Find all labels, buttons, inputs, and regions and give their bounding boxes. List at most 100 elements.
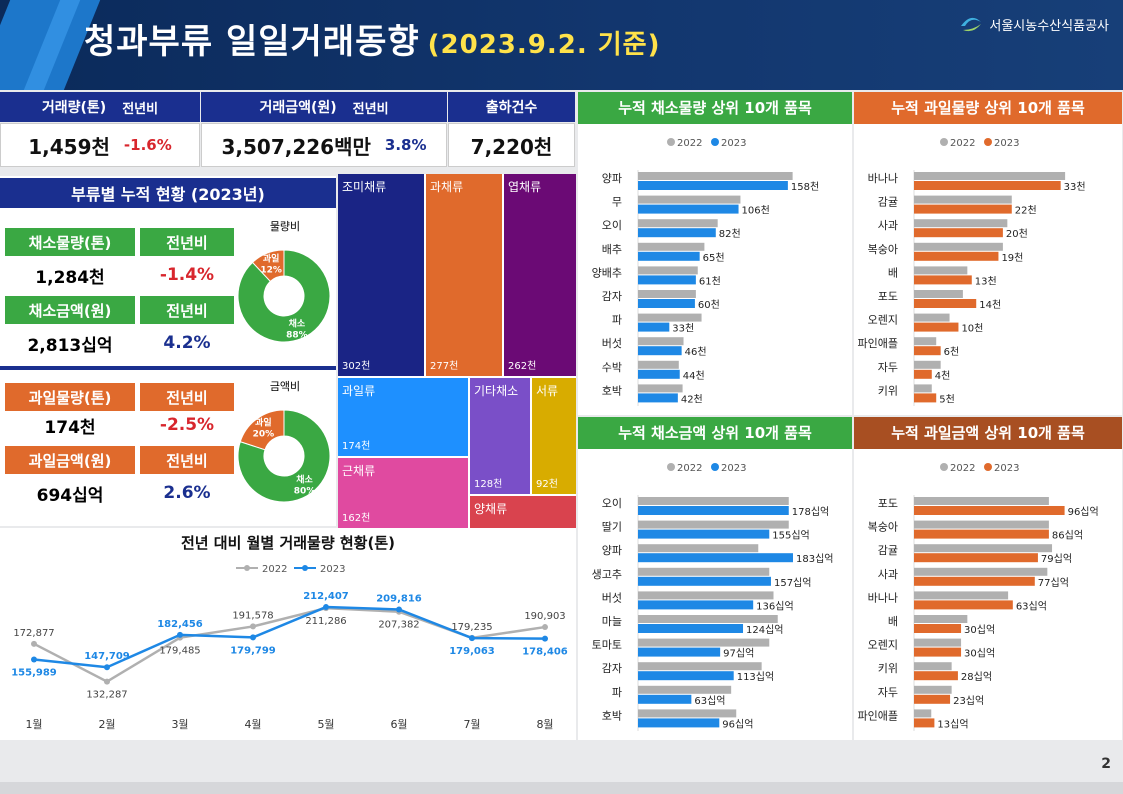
category-label: 딸기 <box>602 521 622 534</box>
bar-2022 <box>914 384 932 393</box>
bar-value-label: 65천 <box>703 252 725 264</box>
treemap-cell-value: 162천 <box>342 513 371 524</box>
legend-marker <box>711 138 719 146</box>
bar-2023 <box>914 204 1012 214</box>
bar-value-label: 96십억 <box>722 718 753 730</box>
category-title: 부류별 누적 현황 (2023년) <box>0 178 336 208</box>
bar-value-label: 28십억 <box>961 671 992 683</box>
bar-value-label: 86십억 <box>1052 530 1083 542</box>
bar-value-label: 63십억 <box>694 695 725 707</box>
treemap-cell-value: 128천 <box>474 479 503 490</box>
bar-2023 <box>638 647 721 657</box>
bar-2023 <box>914 671 958 681</box>
bar-2023 <box>914 275 972 285</box>
category-label: 키위 <box>878 384 898 397</box>
fruit-amount-label: 과일금액(원) <box>5 446 135 474</box>
donut-slice-채소 <box>237 249 331 343</box>
shipments-label: 출하건수 <box>485 100 538 116</box>
data-label-2023: 147,709 <box>84 651 130 662</box>
org-logo: 서울시농수산식품공사 <box>959 14 1109 34</box>
legend-label: 2022 <box>950 463 975 474</box>
bar-value-label: 4천 <box>935 370 951 382</box>
category-divider <box>0 366 336 370</box>
bar-2022 <box>914 638 962 647</box>
category-label: 수박 <box>602 361 622 374</box>
x-tick-label: 1월 <box>25 718 42 731</box>
bar-chart-title: 누적 채소물량 상위 10개 품목 <box>618 99 812 117</box>
data-label-2022: 132,287 <box>86 690 127 701</box>
legend-marker <box>940 463 948 471</box>
fruit-volume-label: 과일물량(톤) <box>5 383 135 411</box>
bar-value-label: 136십억 <box>756 600 794 612</box>
category-label: 배 <box>888 615 898 628</box>
category-label: 파인애플 <box>858 709 898 722</box>
treemap-cell-value: 92천 <box>536 479 558 490</box>
bar-2023 <box>638 251 700 261</box>
amount-ratio-donut: 과일 20% 채소 80% <box>237 409 331 503</box>
bar-value-label: 5천 <box>939 393 955 405</box>
bar-2022 <box>914 290 963 298</box>
legend-label: 2022 <box>677 463 702 474</box>
category-label: 오이 <box>602 497 622 510</box>
legend-marker <box>940 138 948 146</box>
treemap-cell-label: 양채류 <box>474 502 508 516</box>
bar-value-label: 178십억 <box>792 506 830 518</box>
x-tick-label: 7월 <box>463 718 480 731</box>
chart-title-bar <box>854 92 1122 124</box>
data-label-2023: 212,407 <box>303 591 349 602</box>
bar-value-label: 113십억 <box>737 671 775 683</box>
amount-value: 3,507,226백만 <box>221 134 371 159</box>
page-title-text: 청과부류 일일거래동향 <box>84 22 420 62</box>
amount-yoy: 3.8% <box>384 136 427 154</box>
data-label-2022: 179,485 <box>159 646 200 657</box>
data-point-2023 <box>250 634 256 641</box>
bar-2022 <box>638 709 737 718</box>
volume-value: 1,459천 <box>28 134 110 159</box>
legend-marker <box>711 463 719 471</box>
legend-label: 2022 <box>677 138 702 149</box>
category-label: 바나나 <box>868 591 898 604</box>
bar-2023 <box>914 576 1035 586</box>
bar-value-label: 61천 <box>699 275 721 287</box>
data-point-2023 <box>177 631 183 638</box>
category-label: 버섯 <box>602 337 622 350</box>
bar-2022 <box>914 591 1009 600</box>
category-label: 오렌지 <box>868 314 898 327</box>
category-label: 파 <box>612 686 622 699</box>
category-label: 오이 <box>602 219 622 232</box>
bar-2022 <box>638 384 683 393</box>
monthly-volume-line-chart: 전년 대비 월별 거래물량 현황(톤) 2022 2023 1월 2월 3월 4월 5월 6월 7… <box>11 534 568 731</box>
bar-2022 <box>638 360 679 369</box>
bar-2022 <box>914 266 968 275</box>
legend-label: 2023 <box>994 138 1019 149</box>
bar-value-label: 33천 <box>1064 181 1086 193</box>
amount-value-box: 3,507,226백만 3.8% <box>201 123 447 167</box>
chart-title-bar <box>854 417 1122 449</box>
donut-label: 채소 88% <box>286 318 308 341</box>
bar-value-label: 46천 <box>685 346 707 358</box>
fruit-amount-value: 694십억 <box>36 485 104 506</box>
category-label: 사과 <box>878 568 898 581</box>
veg-amount-yoy-label: 전년비 <box>140 296 234 324</box>
bar-value-label: 22천 <box>1015 205 1037 217</box>
veg-volume-value: 1,284천 <box>35 267 105 288</box>
treemap-cell: 과채류 277천 <box>426 174 502 376</box>
bar-2022 <box>638 615 778 623</box>
legend-label: 2022 <box>950 138 975 149</box>
bar-2023 <box>914 553 1038 563</box>
treemap-cell: 조미채류 302천 <box>338 174 424 376</box>
data-label-2023: 182,456 <box>157 619 203 630</box>
series-line-2022 <box>33 606 546 684</box>
bar-2023 <box>914 299 977 308</box>
veg-volume-yoy-label: 전년비 <box>140 228 234 256</box>
legend-marker <box>984 463 992 471</box>
bar-2022 <box>914 709 932 718</box>
bar-value-label: 183십억 <box>796 553 834 565</box>
treemap-cell-label: 과일류 <box>342 384 376 398</box>
bar-2023 <box>914 718 935 728</box>
legend-marker <box>667 463 675 471</box>
bar-value-label: 44천 <box>683 370 705 382</box>
legend-label: 2022 <box>262 564 287 575</box>
treemap-cell-label: 과채류 <box>430 180 464 194</box>
